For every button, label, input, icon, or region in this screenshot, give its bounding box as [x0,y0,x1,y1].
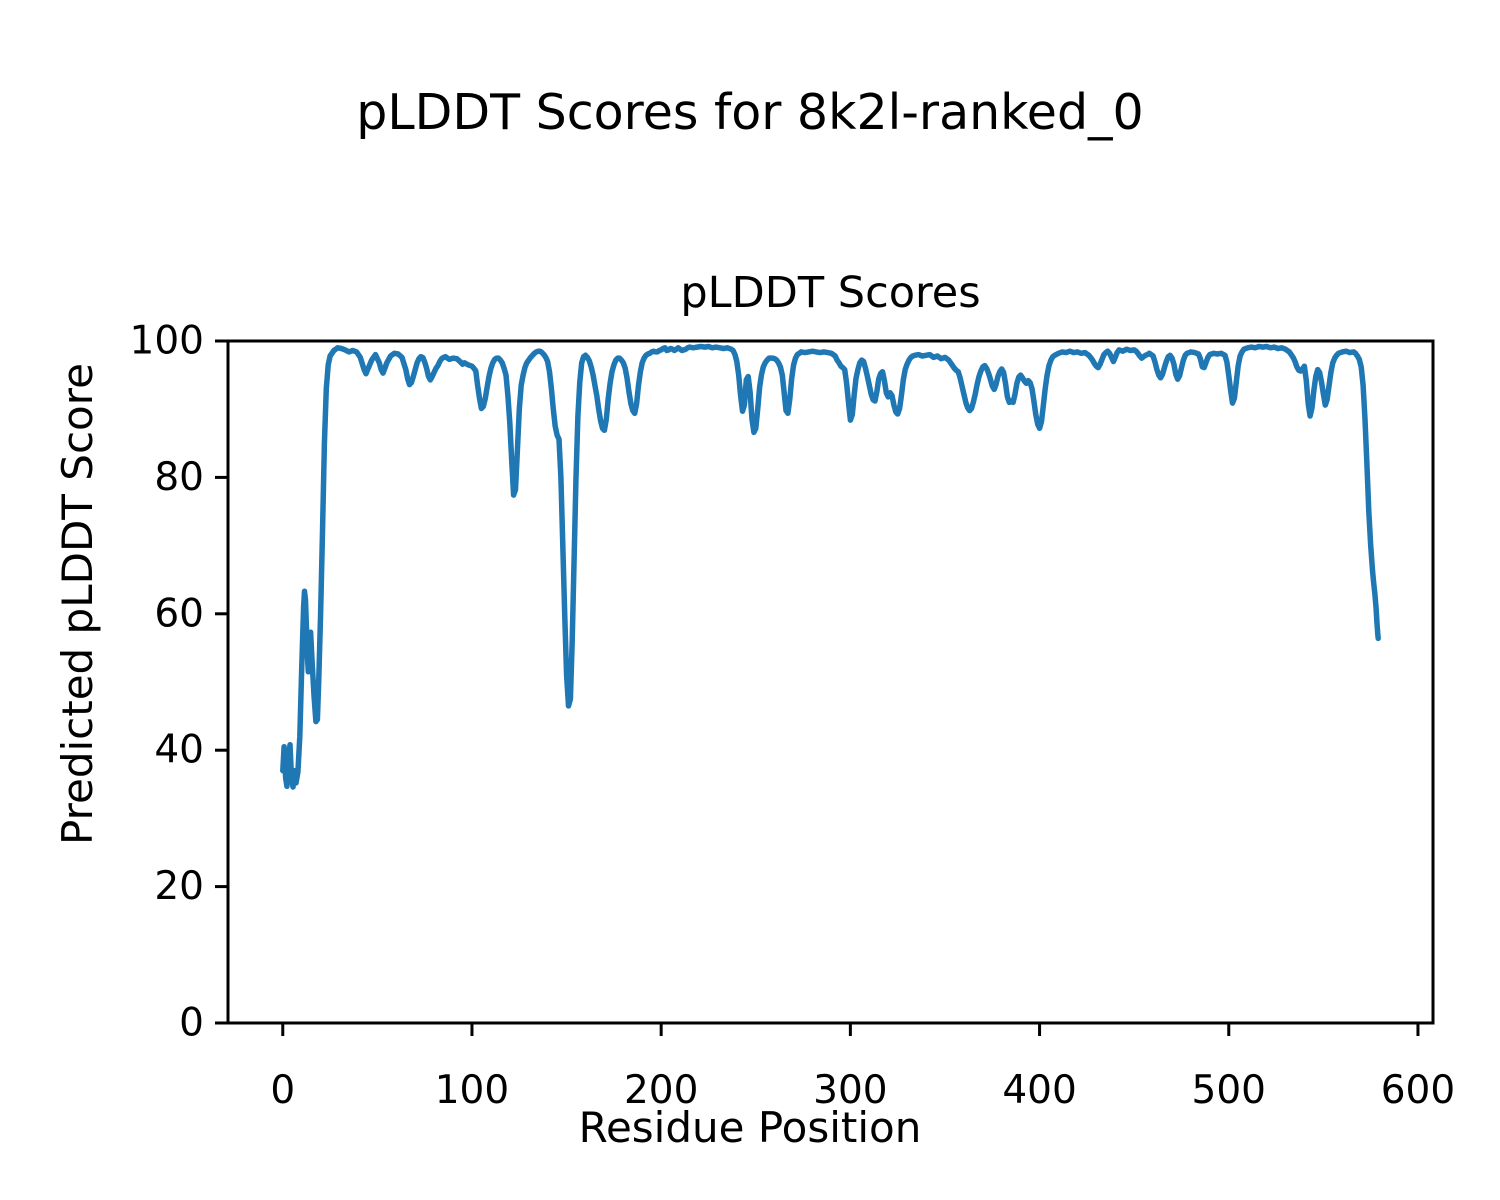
plddt-line [280,343,1381,790]
y-tick-label: 100 [130,319,204,364]
x-axis-label: Residue Position [578,1103,922,1152]
x-tick-label: 300 [813,1068,887,1113]
axes-title: pLDDT Scores [680,268,981,318]
y-tick-label: 80 [154,455,204,500]
x-tick-label: 400 [1002,1068,1076,1113]
x-tick-label: 500 [1192,1068,1266,1113]
y-tick-label: 20 [154,864,204,909]
x-tick-label: 0 [270,1068,295,1113]
y-tick-label: 0 [179,1001,204,1046]
x-tick-label: 200 [624,1068,698,1113]
y-tick-label: 60 [154,591,204,636]
figure-suptitle: pLDDT Scores for 8k2l-ranked_0 [356,84,1144,141]
axes-spines [226,339,1435,1025]
x-tick-label: 100 [435,1068,509,1113]
x-tick-label: 600 [1381,1068,1455,1113]
y-tick-label: 40 [154,728,204,773]
